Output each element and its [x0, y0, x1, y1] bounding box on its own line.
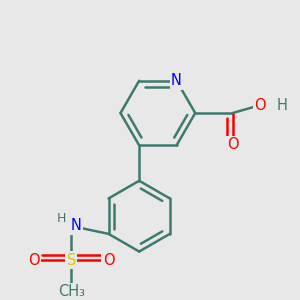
Text: S: S: [67, 253, 76, 268]
Text: N: N: [171, 73, 182, 88]
Text: N: N: [71, 218, 82, 233]
Text: H: H: [276, 98, 287, 113]
Text: O: O: [28, 253, 40, 268]
Text: O: O: [227, 137, 239, 152]
Text: O: O: [103, 253, 114, 268]
Text: O: O: [254, 98, 266, 113]
Text: H: H: [57, 212, 66, 225]
Text: CH₃: CH₃: [58, 284, 85, 299]
